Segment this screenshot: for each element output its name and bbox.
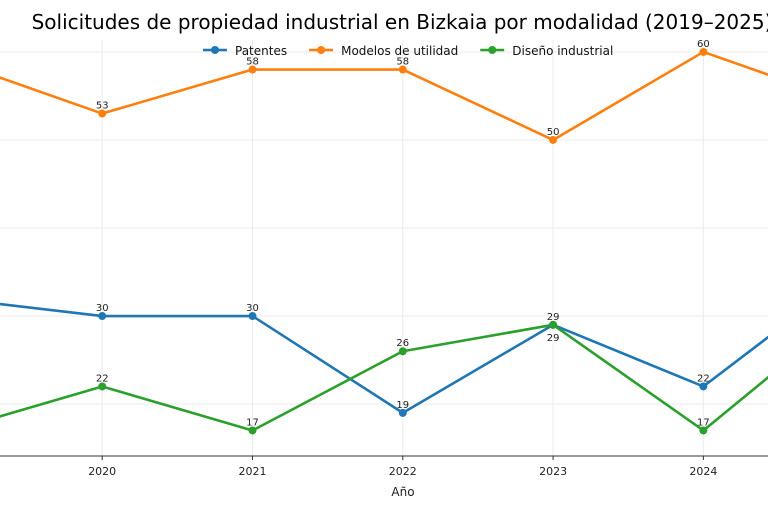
- data-point: [699, 47, 708, 56]
- data-point: [699, 382, 708, 391]
- data-label: 19: [396, 400, 409, 411]
- legend-label: Diseño industrial: [512, 44, 613, 58]
- data-label: 50: [547, 127, 560, 138]
- data-point: [549, 135, 558, 144]
- legend-label: Modelos de utilidad: [341, 44, 458, 58]
- data-label: 30: [96, 303, 109, 314]
- data-point: [98, 382, 107, 391]
- x-axis-label: Año: [391, 485, 414, 499]
- series-line-2: [0, 323, 768, 432]
- x-tick-label: 2023: [539, 465, 567, 478]
- data-label: 29: [547, 333, 560, 344]
- data-label: 29: [547, 312, 560, 323]
- data-label: 58: [396, 57, 409, 68]
- x-axis-ticks: 2020 2021 2022 2023 2024: [88, 456, 717, 478]
- plot-area: 3230301929223559535858506054172217262917…: [0, 39, 768, 435]
- legend-label: Patentes: [235, 44, 287, 58]
- x-tick-label: 2020: [88, 465, 116, 478]
- legend: Patentes Modelos de utilidad Diseño indust…: [203, 44, 613, 58]
- series-line-1: [0, 50, 768, 142]
- legend-marker: [317, 46, 326, 54]
- data-point: [398, 347, 407, 356]
- data-point: [699, 426, 708, 435]
- data-label: 26: [396, 338, 409, 349]
- data-label: 22: [697, 373, 710, 384]
- chart-title: Solicitudes de propiedad industrial en B…: [32, 10, 768, 34]
- data-label: 22: [96, 373, 109, 384]
- data-label: 60: [697, 39, 710, 50]
- data-label: 17: [246, 417, 259, 428]
- data-point: [98, 312, 107, 321]
- x-tick-label: 2021: [238, 465, 266, 478]
- legend-item: Modelos de utilidad: [309, 44, 458, 58]
- data-point: [248, 426, 257, 435]
- data-point: [98, 109, 107, 118]
- data-point: [248, 65, 257, 74]
- x-tick-label: 2022: [389, 465, 417, 478]
- data-label: 53: [96, 101, 109, 112]
- x-tick-label: 2024: [689, 465, 717, 478]
- legend-marker: [211, 46, 219, 54]
- data-point: [549, 320, 558, 329]
- data-label: 30: [246, 303, 259, 314]
- data-point: [398, 65, 407, 74]
- legend-item: Patentes: [203, 44, 287, 58]
- data-label: 17: [697, 417, 710, 428]
- data-label: 58: [246, 57, 259, 68]
- data-point: [248, 312, 257, 321]
- legend-marker: [488, 46, 497, 54]
- data-point: [398, 408, 407, 417]
- legend-item: Diseño industrial: [480, 44, 613, 58]
- series-line-0: [0, 302, 768, 415]
